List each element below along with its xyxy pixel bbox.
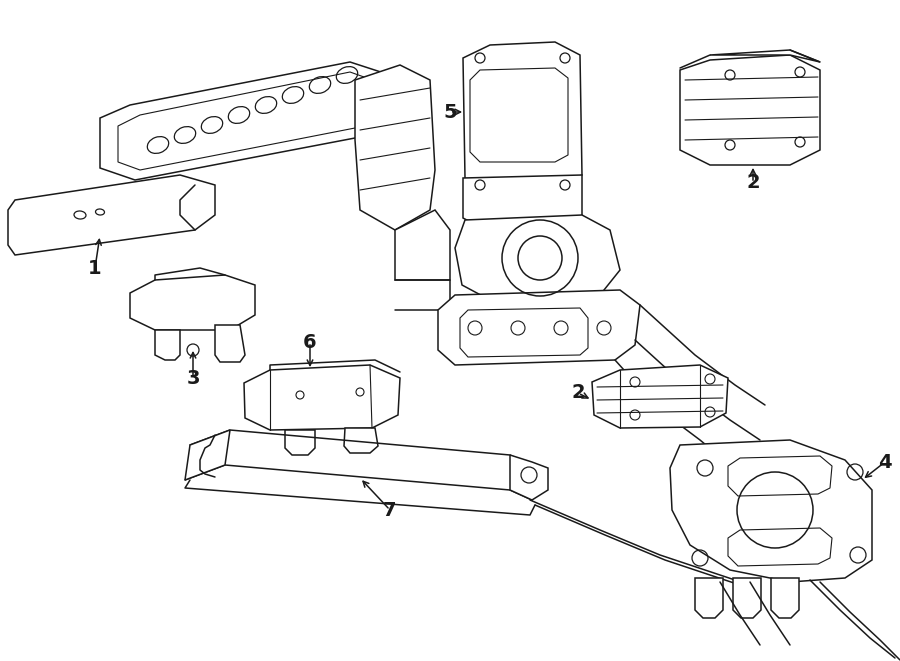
Polygon shape <box>670 440 872 582</box>
Polygon shape <box>130 275 255 330</box>
Polygon shape <box>395 210 450 280</box>
Polygon shape <box>592 365 728 428</box>
Polygon shape <box>285 430 315 455</box>
Polygon shape <box>118 72 378 170</box>
Polygon shape <box>215 325 245 362</box>
Polygon shape <box>728 456 832 496</box>
Polygon shape <box>8 175 215 255</box>
Polygon shape <box>710 50 820 62</box>
Polygon shape <box>344 428 378 453</box>
Text: 2: 2 <box>572 383 585 403</box>
Polygon shape <box>510 455 548 500</box>
Text: 3: 3 <box>186 368 200 387</box>
Polygon shape <box>728 528 832 566</box>
Polygon shape <box>438 290 640 365</box>
Polygon shape <box>355 65 435 230</box>
Text: 5: 5 <box>443 102 457 122</box>
Polygon shape <box>771 578 799 618</box>
Polygon shape <box>470 68 568 162</box>
Polygon shape <box>455 215 620 300</box>
Polygon shape <box>100 62 390 180</box>
Text: 6: 6 <box>303 332 317 352</box>
Polygon shape <box>460 308 588 357</box>
Text: 1: 1 <box>88 258 102 278</box>
Polygon shape <box>695 578 723 618</box>
Polygon shape <box>733 578 761 618</box>
Text: 7: 7 <box>383 500 397 520</box>
Text: 4: 4 <box>878 453 892 471</box>
Polygon shape <box>185 430 230 480</box>
Polygon shape <box>680 55 820 165</box>
Polygon shape <box>155 330 180 360</box>
Text: 2: 2 <box>746 173 760 192</box>
Polygon shape <box>463 42 582 190</box>
Polygon shape <box>463 175 582 232</box>
Polygon shape <box>244 365 400 430</box>
